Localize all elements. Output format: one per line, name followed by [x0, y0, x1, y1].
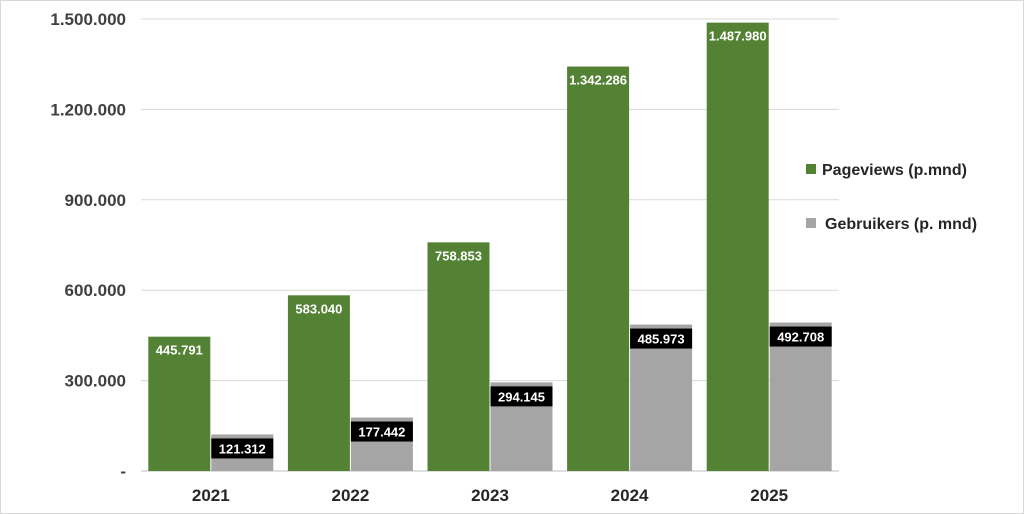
y-tick-label: 900.000: [65, 191, 126, 210]
bar-gebruikers-2025: [769, 322, 832, 471]
bars: [148, 22, 832, 472]
y-tick-label: 300.000: [65, 372, 126, 391]
data-label-box-gebruikers-2023: [490, 386, 553, 407]
y-tick-label: 1.500.000: [50, 10, 126, 29]
data-label-box-gebruikers-2022: [350, 421, 413, 442]
data-label-gebruikers-2021: 121.312: [219, 441, 266, 456]
data-label-pageviews-2023: 758.853: [435, 248, 482, 263]
x-tick-label-2023: 2023: [471, 486, 509, 505]
bar-pageviews-2025: [706, 22, 769, 471]
legend: Pageviews (p.mnd) Gebruikers (p. mnd): [806, 162, 977, 233]
legend-swatch: [806, 218, 816, 228]
data-label-pageviews-2025: 1.487.980: [709, 29, 767, 44]
bar-pageviews-2024: [567, 66, 630, 472]
x-tick-label-2024: 2024: [611, 486, 649, 505]
legend-swatch: [806, 164, 816, 174]
legend-label: Pageviews (p.mnd): [822, 162, 967, 179]
bar-pageviews-2021: [148, 336, 211, 471]
y-tick-label: 1.200.000: [50, 100, 126, 119]
data-label-pageviews-2022: 583.040: [295, 301, 342, 316]
y-axis-ticks: - 300.000 600.000 900.000 1.200.000 1.500.000: [50, 10, 126, 481]
bar-pageviews-2022: [287, 295, 350, 471]
y-tick-label: -: [120, 462, 126, 481]
data-label-gebruikers-2022: 177.442: [358, 425, 405, 440]
data-labels: 445.791 121.312 583.040 177.442 758.853 294.1…: [156, 29, 832, 459]
data-label-gebruikers-2023: 294.145: [498, 389, 545, 404]
x-tick-label-2025: 2025: [750, 486, 788, 505]
data-label-gebruikers-2024: 485.973: [638, 332, 685, 347]
bar-pageviews-2023: [427, 242, 490, 471]
data-label-pageviews-2021: 445.791: [156, 343, 203, 358]
x-tick-label-2021: 2021: [192, 486, 230, 505]
x-axis-ticks: 2021 2022 2023 2024 2025: [192, 486, 788, 505]
data-label-pageviews-2024: 1.342.286: [569, 73, 627, 88]
data-label-box-gebruikers-2024: [630, 328, 693, 349]
y-tick-label: 600.000: [65, 281, 126, 300]
data-label-gebruikers-2025: 492.708: [777, 330, 824, 345]
x-tick-label-2022: 2022: [331, 486, 369, 505]
bar-gebruikers-2024: [630, 324, 693, 471]
data-label-box-gebruikers-2021: [211, 438, 274, 459]
legend-label: Gebruikers (p. mnd): [825, 216, 977, 233]
data-label-box-gebruikers-2025: [769, 326, 832, 347]
